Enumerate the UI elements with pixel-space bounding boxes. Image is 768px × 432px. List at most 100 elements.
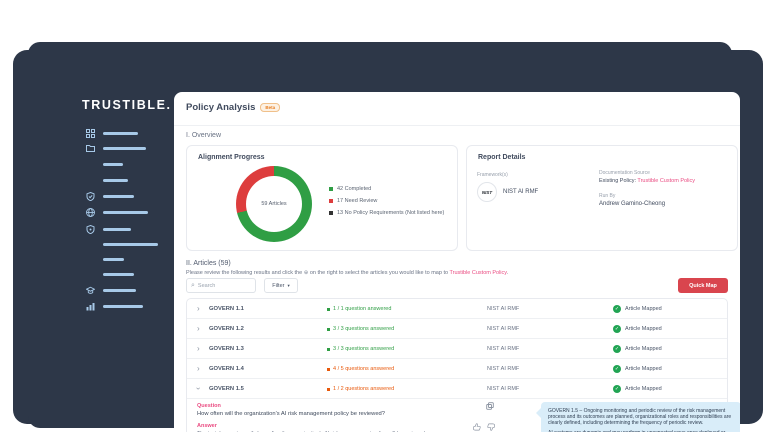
framework-name: NIST AI RMF [487,386,520,392]
article-id: GOVERN 1.3 [209,346,244,352]
sidebar-item-label [103,178,128,182]
sidebar-item-regulations[interactable] [86,207,148,217]
report-details-card: Report Details Framework(s) NIST NIST AI… [466,145,738,251]
status-dot [327,347,330,351]
article-description: GOVERN 1.5 – Ongoing monitoring and peri… [548,408,732,426]
folder-icon [86,144,95,152]
filter-label: Filter [272,282,285,289]
check-circle-icon: ✓ [613,365,621,373]
sidebar-item-risk[interactable] [86,224,131,234]
shield-check-icon [86,191,95,201]
sidebar-item[interactable] [86,254,124,264]
bar-chart-icon [86,302,95,310]
sidebar-item-label [103,146,146,150]
overview-section-label: I. Overview [186,132,222,139]
article-id: GOVERN 1.5 [209,386,244,392]
search-input[interactable] [197,282,250,289]
thumbs-down-icon[interactable] [487,423,495,431]
question-text: How often will the organization's AI ris… [197,411,385,417]
main-card: Policy Analysis Beta I. Overview Alignme… [174,92,740,432]
run-by-value: Andrew Gamino-Cheong [599,201,666,207]
framework-name: NIST AI RMF [487,326,520,332]
table-row-govern-1-1[interactable]: › GOVERN 1.1 1 / 1 question answered NIS… [187,299,727,319]
answer-status: 3 / 3 questions answered [327,326,394,332]
thumbs-up-icon[interactable] [473,423,481,431]
answer-status: 1 / 2 questions answered [327,386,394,392]
check-circle-icon: ✓ [613,385,621,393]
check-circle-icon: ✓ [613,325,621,333]
article-id: GOVERN 1.4 [209,366,244,372]
legend-item: 42 Completed [329,186,444,192]
sidebar-item-projects[interactable] [86,143,146,153]
question-label: Question [197,403,221,409]
copy-icon[interactable] [486,402,494,410]
mapped-status: ✓ Article Mapped [613,325,662,333]
answer-status: 3 / 3 questions answered [327,346,394,352]
legend-item: 13 No Policy Requirements (Not listed he… [329,210,444,216]
report-details-title: Report Details [478,154,526,161]
page-title: Policy Analysis [186,102,256,113]
chevron-right-icon[interactable]: › [197,364,200,373]
sidebar-item-label [103,257,124,261]
sidebar-item[interactable] [86,175,128,185]
alignment-donut: 59 Articles [236,166,312,242]
check-circle-icon: ✓ [613,305,621,313]
sidebar-item-label [103,304,143,308]
sidebar-item-reports[interactable] [86,301,143,311]
sidebar-item-label [103,210,148,214]
legend-item: 17 Need Review [329,198,444,204]
status-dot [327,387,330,391]
chevron-right-icon[interactable]: › [197,344,200,353]
donut-center-label: 59 Articles [261,201,287,207]
chevron-right-icon[interactable]: › [197,324,200,333]
chevron-down-icon[interactable]: › [193,387,203,390]
legend-label: 17 Need Review [337,198,378,204]
framework-name: NIST AI RMF [487,306,520,312]
sidebar-item[interactable] [86,239,158,249]
table-row-govern-1-2[interactable]: › GOVERN 1.2 3 / 3 questions answered NI… [187,319,727,339]
graduation-cap-icon [86,286,95,294]
frameworks-label: Framework(s) [477,172,508,178]
doc-source-prefix: Existing Policy: [599,178,638,184]
articles-section-label: II. Articles (59) [186,260,231,267]
mapped-status: ✓ Article Mapped [613,385,662,393]
sidebar-item[interactable] [86,159,123,169]
answer-label: Answer [197,423,217,429]
chevron-right-icon[interactable]: › [197,304,200,313]
sidebar-item-training[interactable] [86,285,136,295]
divider [174,125,740,126]
nist-logo: NIST [477,182,497,202]
framework-name: NIST AI RMF [503,189,539,195]
legend-swatch [329,211,333,215]
globe-icon [86,207,95,217]
filter-button[interactable]: Filter ▾ [264,278,298,293]
framework-name: NIST AI RMF [487,366,520,372]
doc-source-link[interactable]: Trustible Custom Policy [637,178,695,184]
mapped-status: ✓ Article Mapped [613,345,662,353]
beta-badge: Beta [260,103,281,112]
quick-map-button[interactable]: Quick Map [678,278,728,293]
intro-policy-link[interactable]: Trustible Custom Policy [449,270,507,276]
article-info-box: GOVERN 1.5 – Ongoing monitoring and peri… [536,402,740,432]
sidebar-item-label [103,194,134,198]
table-row-govern-1-5[interactable]: › GOVERN 1.5 1 / 2 questions answered NI… [187,379,727,399]
sidebar-item-compliance[interactable] [86,191,134,201]
grid-icon [86,128,95,138]
search-box[interactable]: ⌕ [186,278,256,293]
alignment-progress-title: Alignment Progress [198,154,265,161]
article-detail: AI systems are dynamic and may perform i… [548,430,734,432]
circle-plus-icon: ⊕ [303,270,309,276]
framework-name: NIST AI RMF [487,346,520,352]
expanded-article-panel: Question How often will the organization… [187,399,740,432]
donut-legend: 42 Completed 17 Need Review 13 No Policy… [329,186,444,216]
sidebar-item-dashboard[interactable] [86,128,138,138]
sidebar-item[interactable] [86,269,134,279]
alignment-progress-card: Alignment Progress 59 Articles 42 Comple… [186,145,458,251]
legend-label: 13 No Policy Requirements (Not listed he… [337,210,445,216]
table-row-govern-1-4[interactable]: › GOVERN 1.4 4 / 5 questions answered NI… [187,359,727,379]
check-circle-icon: ✓ [613,345,621,353]
sidebar-item-label [103,288,136,292]
table-row-govern-1-3[interactable]: › GOVERN 1.3 3 / 3 questions answered NI… [187,339,727,359]
articles-intro: Please review the following results and … [186,270,508,276]
chevron-down-icon: ▾ [287,282,290,288]
